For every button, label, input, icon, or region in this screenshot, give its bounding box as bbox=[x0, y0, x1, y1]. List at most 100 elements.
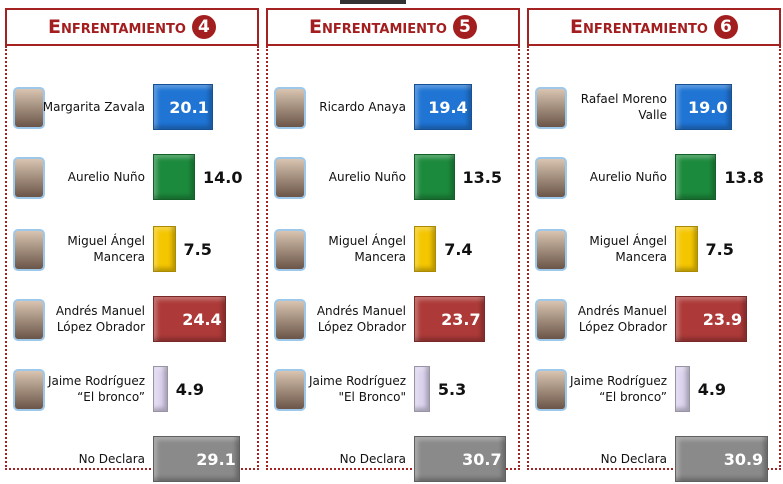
category-label: Jaime Rodríguez “El bronco” bbox=[569, 374, 667, 404]
category-label: Margarita Zavala bbox=[42, 100, 145, 114]
top-tab bbox=[340, 0, 406, 4]
candidate-row: Andrés Manuel López Obrador 23.9 bbox=[529, 294, 779, 344]
panel-header: Enfrentamiento 5 bbox=[266, 8, 520, 46]
candidate-row: Andrés Manuel López Obrador 23.7 bbox=[268, 294, 518, 344]
value-label: 7.4 bbox=[444, 239, 473, 259]
value-label: 14.0 bbox=[203, 167, 243, 187]
candidate-photo bbox=[274, 229, 306, 271]
candidate-row: Margarita Zavala 20.1 bbox=[7, 82, 257, 132]
candidate-photo bbox=[535, 229, 567, 271]
category-label: Miguel Ángel Mancera bbox=[589, 234, 667, 264]
chart-panel: Enfrentamiento 4 Margarita Zavala 20.1 Aurel… bbox=[5, 8, 259, 482]
bar bbox=[153, 366, 168, 412]
bar bbox=[675, 436, 768, 482]
chart-panel: Enfrentamiento 6 Rafael Moreno Valle 19.0 Au… bbox=[527, 8, 781, 482]
bar bbox=[153, 296, 227, 342]
panel-number: 5 bbox=[452, 15, 477, 39]
category-label: Miguel Ángel Mancera bbox=[67, 234, 145, 264]
value-label: 30.9 bbox=[723, 449, 764, 469]
category-label: Aurelio Nuño bbox=[589, 170, 667, 184]
value-label: 20.1 bbox=[169, 97, 209, 117]
bar bbox=[414, 226, 437, 272]
value-label: 4.9 bbox=[697, 379, 727, 399]
candidate-row: Aurelio Nuño 13.5 bbox=[268, 152, 518, 202]
candidate-photo bbox=[274, 299, 306, 341]
bar bbox=[675, 226, 698, 272]
panel-number: 6 bbox=[713, 15, 738, 39]
candidate-row: Miguel Ángel Mancera 7.5 bbox=[7, 224, 257, 274]
category-label: Aurelio Nuño bbox=[328, 170, 406, 184]
bar bbox=[153, 84, 214, 130]
candidate-row: Jaime Rodríguez “El bronco” 4.9 bbox=[529, 364, 779, 414]
candidate-row: Miguel Ángel Mancera 7.4 bbox=[268, 224, 518, 274]
candidate-row: Andrés Manuel López Obrador 24.4 bbox=[7, 294, 257, 344]
category-label: Ricardo Anaya bbox=[319, 100, 406, 114]
value-label: 30.7 bbox=[462, 449, 502, 469]
candidate-photo bbox=[13, 369, 45, 411]
category-label: No Declara bbox=[600, 452, 667, 466]
candidate-photo bbox=[13, 87, 45, 129]
candidate-photo bbox=[535, 299, 567, 341]
candidate-row: Miguel Ángel Mancera 7.5 bbox=[529, 224, 779, 274]
candidate-row: Aurelio Nuño 14.0 bbox=[7, 152, 257, 202]
candidate-photo bbox=[535, 369, 567, 411]
value-label: 13.5 bbox=[462, 167, 502, 187]
panel-number: 4 bbox=[191, 15, 216, 39]
category-label: No Declara bbox=[78, 452, 145, 466]
value-label: 19.0 bbox=[688, 97, 728, 117]
candidate-row: Ricardo Anaya 19.4 bbox=[268, 82, 518, 132]
category-label: Jaime Rodríguez "El Bronco" bbox=[308, 374, 406, 404]
category-label: No Declara bbox=[339, 452, 406, 466]
candidate-row: No Declara 29.1 bbox=[7, 434, 257, 484]
candidate-row: Aurelio Nuño 13.8 bbox=[529, 152, 779, 202]
candidate-photo bbox=[274, 157, 306, 199]
value-label: 13.8 bbox=[724, 167, 764, 187]
value-label: 23.9 bbox=[702, 309, 743, 329]
candidate-photo bbox=[274, 369, 306, 411]
category-label: Andrés Manuel López Obrador bbox=[316, 304, 406, 334]
candidate-photo bbox=[535, 87, 567, 129]
panel-title: Enfrentamiento bbox=[570, 16, 708, 38]
category-label: Andrés Manuel López Obrador bbox=[577, 304, 667, 334]
candidate-row: No Declara 30.7 bbox=[268, 434, 518, 484]
candidate-photo bbox=[535, 157, 567, 199]
bar bbox=[414, 296, 486, 342]
candidate-row: Jaime Rodríguez "El Bronco" 5.3 bbox=[268, 364, 518, 414]
value-label: 29.1 bbox=[196, 449, 236, 469]
panel-body: Ricardo Anaya 19.4 Aurelio Nuño 13.5 Miguel … bbox=[266, 46, 520, 482]
candidate-row: No Declara 30.9 bbox=[529, 434, 779, 484]
candidate-row: Rafael Moreno Valle 19.0 bbox=[529, 82, 779, 132]
candidate-photo bbox=[13, 157, 45, 199]
bar bbox=[675, 296, 747, 342]
panel-title: Enfrentamiento bbox=[48, 16, 186, 38]
bar bbox=[153, 436, 241, 482]
value-label: 23.7 bbox=[441, 309, 481, 329]
category-label: Aurelio Nuño bbox=[67, 170, 145, 184]
panel-body: Margarita Zavala 20.1 Aurelio Nuño 14.0 Migu… bbox=[5, 46, 259, 482]
bar bbox=[675, 154, 717, 200]
panel-header: Enfrentamiento 4 bbox=[5, 8, 259, 46]
candidate-row: Jaime Rodríguez “El bronco” 4.9 bbox=[7, 364, 257, 414]
bar bbox=[414, 154, 455, 200]
category-label: Andrés Manuel López Obrador bbox=[55, 304, 145, 334]
candidate-photo bbox=[13, 229, 45, 271]
value-label: 5.3 bbox=[437, 379, 467, 399]
bar bbox=[414, 366, 430, 412]
value-label: 7.5 bbox=[705, 239, 734, 259]
panel-title: Enfrentamiento bbox=[309, 16, 447, 38]
candidate-photo bbox=[274, 87, 306, 129]
category-label: Rafael Moreno Valle bbox=[580, 92, 667, 122]
value-label: 19.4 bbox=[428, 97, 468, 117]
panel-header: Enfrentamiento 6 bbox=[527, 8, 781, 46]
candidate-photo bbox=[13, 299, 45, 341]
category-label: Jaime Rodríguez “El bronco” bbox=[47, 374, 145, 404]
panel-body: Rafael Moreno Valle 19.0 Aurelio Nuño 13.8 M… bbox=[527, 46, 781, 482]
value-label: 7.5 bbox=[183, 239, 212, 259]
chart-panel: Enfrentamiento 5 Ricardo Anaya 19.4 Aurelio … bbox=[266, 8, 520, 482]
category-label: Miguel Ángel Mancera bbox=[328, 234, 406, 264]
value-label: 24.4 bbox=[182, 309, 222, 329]
bar bbox=[675, 84, 732, 130]
bar bbox=[153, 154, 195, 200]
bar bbox=[675, 366, 690, 412]
